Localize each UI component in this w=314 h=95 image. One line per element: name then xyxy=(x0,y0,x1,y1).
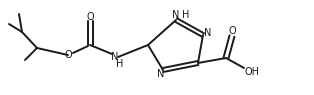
Text: O: O xyxy=(64,50,72,60)
Text: OH: OH xyxy=(245,67,259,77)
Text: N: N xyxy=(204,28,211,38)
Text: H: H xyxy=(116,59,124,69)
Text: N: N xyxy=(157,69,164,79)
Text: N: N xyxy=(172,10,179,20)
Text: N: N xyxy=(111,52,119,62)
Text: O: O xyxy=(228,26,236,36)
Text: H: H xyxy=(182,10,190,20)
Text: O: O xyxy=(86,12,94,22)
